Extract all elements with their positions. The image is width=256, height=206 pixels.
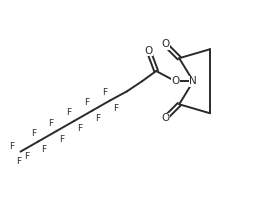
Text: O: O (161, 113, 169, 123)
Text: F: F (9, 142, 15, 151)
Text: F: F (113, 104, 118, 113)
Text: N: N (189, 76, 197, 86)
Text: F: F (67, 108, 72, 117)
Text: O: O (171, 76, 179, 86)
Text: F: F (16, 157, 21, 166)
Text: F: F (31, 129, 36, 138)
Text: O: O (161, 39, 169, 49)
Text: F: F (25, 152, 30, 161)
Text: F: F (95, 114, 100, 123)
Text: F: F (49, 119, 54, 128)
Text: F: F (102, 88, 108, 97)
Text: O: O (144, 46, 153, 56)
Text: F: F (59, 135, 64, 144)
Text: F: F (77, 124, 82, 133)
Text: F: F (84, 98, 90, 107)
Text: F: F (41, 145, 46, 154)
